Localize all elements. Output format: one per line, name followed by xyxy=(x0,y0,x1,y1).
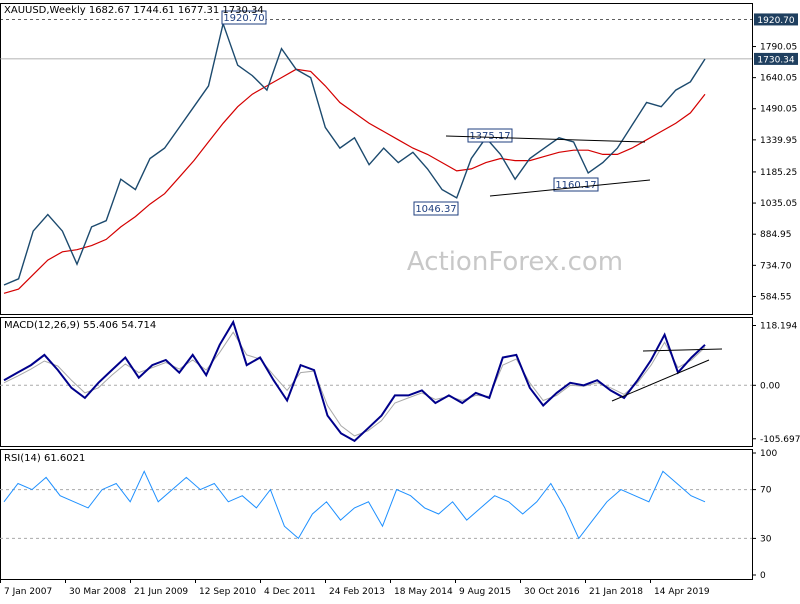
price-level-label: 1920.70 xyxy=(757,16,794,26)
price-y-tick-label: 1640.05 xyxy=(760,74,797,84)
rsi-title: RSI(14) 61.6021 xyxy=(4,453,85,464)
x-tick-label: 24 Feb 2013 xyxy=(329,587,385,597)
annotation-box xyxy=(413,201,459,216)
price-y-tick-label: 1339.95 xyxy=(760,136,797,146)
price-line xyxy=(3,21,706,286)
macd-y-tick-label: 118.194 xyxy=(760,322,797,332)
annotation-label: 1375.17 xyxy=(469,131,510,142)
rsi-line xyxy=(3,470,706,540)
macd-line xyxy=(3,319,706,443)
price-y-tick-label: 584.55 xyxy=(760,292,792,302)
x-tick-label: 12 Sep 2010 xyxy=(199,587,256,597)
trendline xyxy=(445,135,646,143)
price-y-tick-label: 1490.05 xyxy=(760,105,797,115)
annotation-box xyxy=(221,10,267,25)
price-level-badge xyxy=(754,13,798,26)
x-tick-label: 21 Jan 2018 xyxy=(589,587,643,597)
price-panel-frame xyxy=(0,3,753,315)
x-tick-label: 21 Jun 2009 xyxy=(134,587,188,597)
price-y-tick-label: 1185.25 xyxy=(760,168,797,178)
price-y-tick-label: 1035.05 xyxy=(760,199,797,209)
price-level-label: 1730.34 xyxy=(757,55,794,65)
x-tick-label: 30 Oct 2016 xyxy=(524,587,580,597)
annotation-label: 1920.70 xyxy=(223,13,264,24)
chart-header: XAUUSD,Weekly 1682.67 1744.61 1677.31 17… xyxy=(4,5,264,16)
watermark: ActionForex.com xyxy=(407,247,623,277)
macd-y-tick-label: 0.00 xyxy=(760,381,780,391)
macd-trendline xyxy=(611,359,710,402)
moving-average-line xyxy=(3,68,706,294)
x-tick-label: 14 Apr 2019 xyxy=(654,587,710,597)
rsi-y-tick-label: 70 xyxy=(760,486,772,496)
macd-y-tick-label: -105.697 xyxy=(760,435,800,445)
x-tick-label: 18 May 2014 xyxy=(394,587,453,597)
annotation-label: 1046.37 xyxy=(415,204,456,215)
macd-trendline xyxy=(642,348,723,352)
macd-title: MACD(12,26,9) 55.406 54.714 xyxy=(4,320,156,331)
annotation-box xyxy=(467,128,513,143)
x-tick-label: 30 Mar 2008 xyxy=(69,587,126,597)
macd-panel-frame xyxy=(0,317,753,447)
annotation-label: 1160.17 xyxy=(555,180,596,191)
x-tick-label: 9 Aug 2015 xyxy=(459,587,511,597)
trendline xyxy=(489,179,651,197)
price-y-tick-label: 734.70 xyxy=(760,261,792,271)
rsi-y-tick-label: 100 xyxy=(760,449,777,459)
rsi-panel-frame xyxy=(0,449,753,580)
rsi-y-tick-label: 0 xyxy=(760,571,766,581)
annotation-box xyxy=(553,177,599,192)
price-level-badge xyxy=(754,52,798,65)
x-tick-label: 4 Dec 2011 xyxy=(264,587,316,597)
x-tick-label: 7 Jan 2007 xyxy=(4,587,52,597)
macd-signal-line xyxy=(3,331,706,437)
price-y-tick-label: 884.95 xyxy=(760,230,792,240)
rsi-y-tick-label: 30 xyxy=(760,534,772,544)
price-y-tick-label: 1790.05 xyxy=(760,43,797,53)
